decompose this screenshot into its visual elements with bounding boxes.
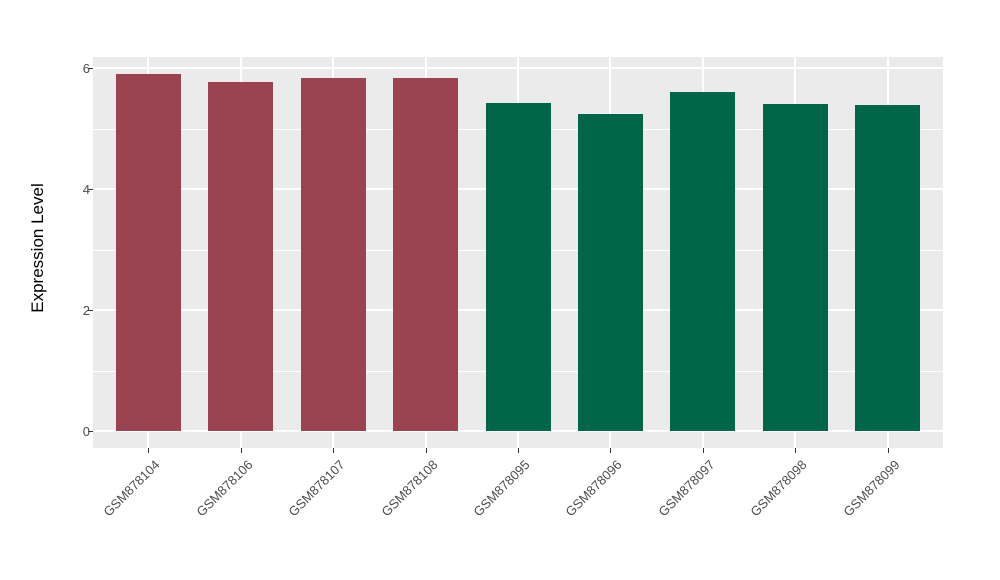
x-tick-mark-GSM878095	[518, 448, 519, 453]
y-axis-title-text: Expression Level	[28, 183, 47, 313]
x-tick-mark-GSM878104	[148, 448, 150, 453]
y-tick-label-2: 2	[82, 303, 90, 318]
x-tick-label-text: GSM878099	[839, 457, 903, 520]
bar-GSM878108	[393, 78, 459, 431]
bar-GSM878106	[208, 81, 274, 431]
bar-GSM878097	[670, 92, 736, 431]
y-tick-mark-2	[88, 310, 93, 311]
y-tick-mark-6	[88, 68, 93, 69]
bar-GSM878107	[300, 78, 366, 431]
x-tick-label-text: GSM878107	[285, 457, 348, 520]
x-tick-label-text: GSM878104	[100, 457, 164, 520]
bar-GSM878104	[115, 74, 181, 431]
x-tick-label-text: GSM878108	[377, 457, 441, 520]
y-tick-label-6: 6	[82, 61, 90, 76]
bar-GSM878098	[762, 103, 828, 431]
x-tick-label-text: GSM878106	[193, 457, 256, 520]
bar-GSM878096	[577, 113, 643, 431]
plot-panel	[93, 57, 943, 448]
bar-GSM878095	[485, 103, 551, 431]
x-tick-mark-GSM878097	[702, 448, 704, 453]
y-tick-mark-4	[88, 189, 93, 190]
x-tick-mark-GSM878098	[795, 448, 797, 453]
x-tick-mark-GSM878099	[887, 448, 889, 453]
x-tick-mark-GSM878106	[240, 448, 242, 453]
x-tick-label-text: GSM878096	[562, 457, 625, 520]
x-tick-label-text: GSM878095	[470, 457, 533, 520]
y-tick-mark-0	[88, 431, 93, 432]
x-tick-mark-GSM878096	[610, 448, 612, 453]
y-tick-label-4: 4	[82, 182, 90, 197]
bar-GSM878099	[855, 104, 921, 431]
x-tick-label-text: GSM878097	[655, 457, 718, 520]
x-tick-mark-GSM878107	[333, 448, 335, 453]
y-tick-label-0: 0	[82, 424, 90, 439]
x-tick-label-text: GSM878098	[747, 457, 810, 520]
x-tick-mark-GSM878108	[425, 448, 427, 453]
